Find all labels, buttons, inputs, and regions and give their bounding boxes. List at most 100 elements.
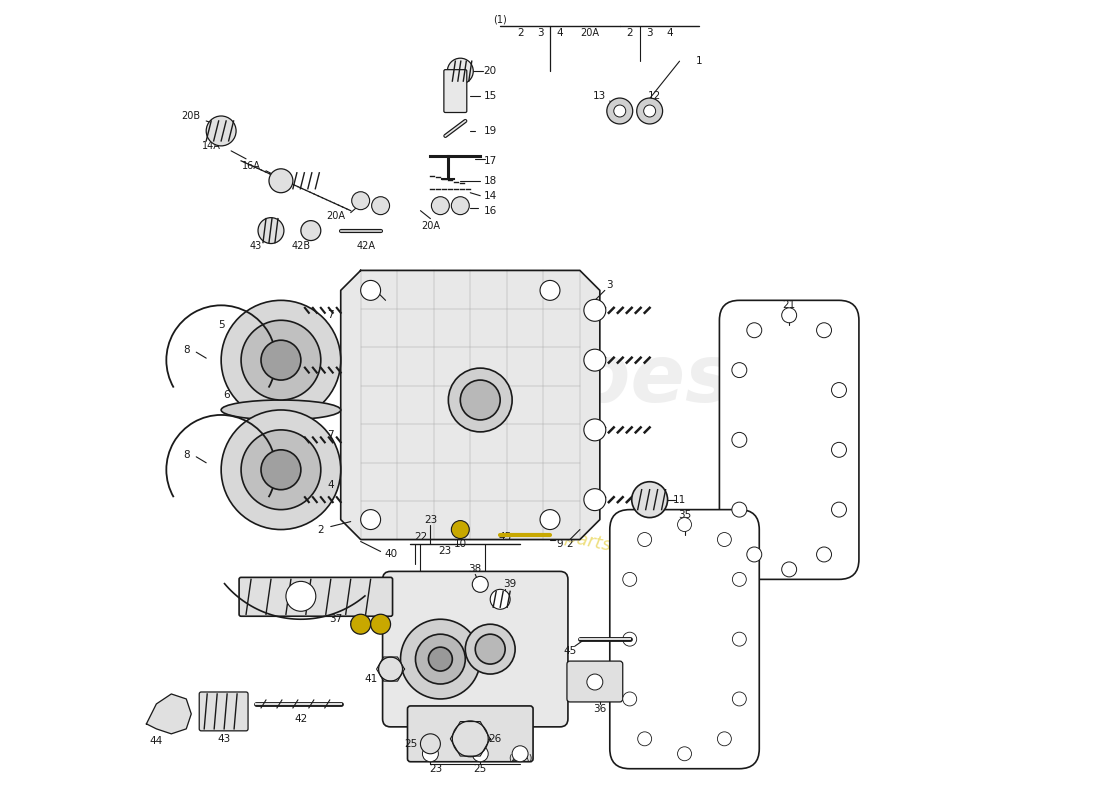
Text: 43: 43: [250, 241, 262, 250]
Circle shape: [351, 614, 371, 634]
Circle shape: [352, 192, 370, 210]
Circle shape: [460, 380, 500, 420]
Text: 12: 12: [648, 91, 661, 101]
Text: 40: 40: [384, 550, 397, 559]
Text: (22A): (22A): [508, 754, 532, 763]
Circle shape: [491, 590, 510, 610]
Circle shape: [816, 547, 832, 562]
Text: 11: 11: [673, 494, 686, 505]
Text: 43: 43: [218, 734, 231, 744]
Circle shape: [638, 533, 651, 546]
Circle shape: [678, 746, 692, 761]
Text: 14: 14: [484, 190, 497, 201]
Circle shape: [623, 692, 637, 706]
Text: 8: 8: [183, 345, 189, 355]
Circle shape: [631, 482, 668, 518]
Text: 13: 13: [593, 91, 606, 101]
Circle shape: [717, 533, 732, 546]
Text: 3: 3: [367, 280, 374, 290]
Circle shape: [584, 419, 606, 441]
FancyBboxPatch shape: [199, 692, 249, 731]
Circle shape: [221, 410, 341, 530]
Polygon shape: [146, 694, 191, 734]
Circle shape: [638, 732, 651, 746]
Circle shape: [614, 105, 626, 117]
Text: 20A: 20A: [421, 221, 440, 230]
Text: 35: 35: [678, 510, 691, 520]
Circle shape: [286, 582, 316, 611]
Text: 42B: 42B: [292, 241, 310, 250]
Text: 20B: 20B: [182, 111, 201, 121]
Circle shape: [733, 572, 746, 586]
Circle shape: [372, 197, 389, 214]
Text: 42: 42: [294, 714, 308, 724]
Circle shape: [637, 98, 662, 124]
Circle shape: [449, 368, 513, 432]
Circle shape: [733, 692, 746, 706]
Circle shape: [782, 308, 796, 322]
Circle shape: [270, 169, 293, 193]
Circle shape: [221, 300, 341, 420]
Text: 21: 21: [782, 300, 795, 310]
Circle shape: [431, 197, 450, 214]
Circle shape: [428, 647, 452, 671]
Text: 2: 2: [566, 539, 573, 550]
Text: 38: 38: [469, 565, 482, 574]
Text: 41: 41: [364, 674, 377, 684]
Circle shape: [832, 382, 847, 398]
Circle shape: [400, 619, 481, 699]
Text: 2: 2: [517, 28, 524, 38]
Circle shape: [378, 657, 403, 681]
Text: 20: 20: [484, 66, 497, 76]
Text: 45: 45: [498, 531, 512, 542]
Circle shape: [261, 340, 301, 380]
Circle shape: [361, 281, 381, 300]
Text: 16: 16: [484, 206, 497, 216]
Text: 23: 23: [429, 764, 442, 774]
Text: 4: 4: [557, 28, 563, 38]
Text: 10: 10: [454, 539, 466, 550]
Text: europes: europes: [366, 341, 734, 419]
Circle shape: [465, 624, 515, 674]
Text: 25: 25: [474, 764, 487, 774]
Text: 39: 39: [504, 579, 517, 590]
Text: 23: 23: [424, 514, 437, 525]
Text: 7: 7: [328, 430, 334, 440]
Text: 6: 6: [223, 390, 230, 400]
Circle shape: [623, 632, 637, 646]
Text: 36: 36: [593, 704, 606, 714]
Circle shape: [448, 58, 473, 84]
Circle shape: [416, 634, 465, 684]
Circle shape: [475, 634, 505, 664]
Text: 7: 7: [328, 310, 334, 320]
Circle shape: [717, 732, 732, 746]
Circle shape: [816, 322, 832, 338]
Text: 23: 23: [439, 546, 452, 557]
Circle shape: [371, 614, 390, 634]
Text: 16A: 16A: [242, 161, 261, 171]
Circle shape: [540, 510, 560, 530]
Circle shape: [732, 502, 747, 517]
Circle shape: [540, 281, 560, 300]
Circle shape: [451, 197, 470, 214]
Circle shape: [472, 746, 488, 762]
Circle shape: [584, 349, 606, 371]
Text: (1): (1): [493, 14, 507, 24]
Text: a passion for parts since 1985: a passion for parts since 1985: [446, 502, 715, 577]
Circle shape: [206, 116, 236, 146]
Circle shape: [258, 218, 284, 243]
Circle shape: [587, 674, 603, 690]
Circle shape: [361, 510, 381, 530]
Text: 4: 4: [667, 28, 673, 38]
Text: 3: 3: [606, 280, 613, 290]
Circle shape: [732, 362, 747, 378]
Circle shape: [832, 442, 847, 458]
Circle shape: [241, 430, 321, 510]
FancyBboxPatch shape: [719, 300, 859, 579]
Text: 42A: 42A: [356, 241, 375, 250]
Circle shape: [732, 432, 747, 447]
Text: 3: 3: [647, 28, 653, 38]
Text: 14A: 14A: [201, 141, 221, 151]
Circle shape: [733, 632, 746, 646]
Circle shape: [623, 572, 637, 586]
